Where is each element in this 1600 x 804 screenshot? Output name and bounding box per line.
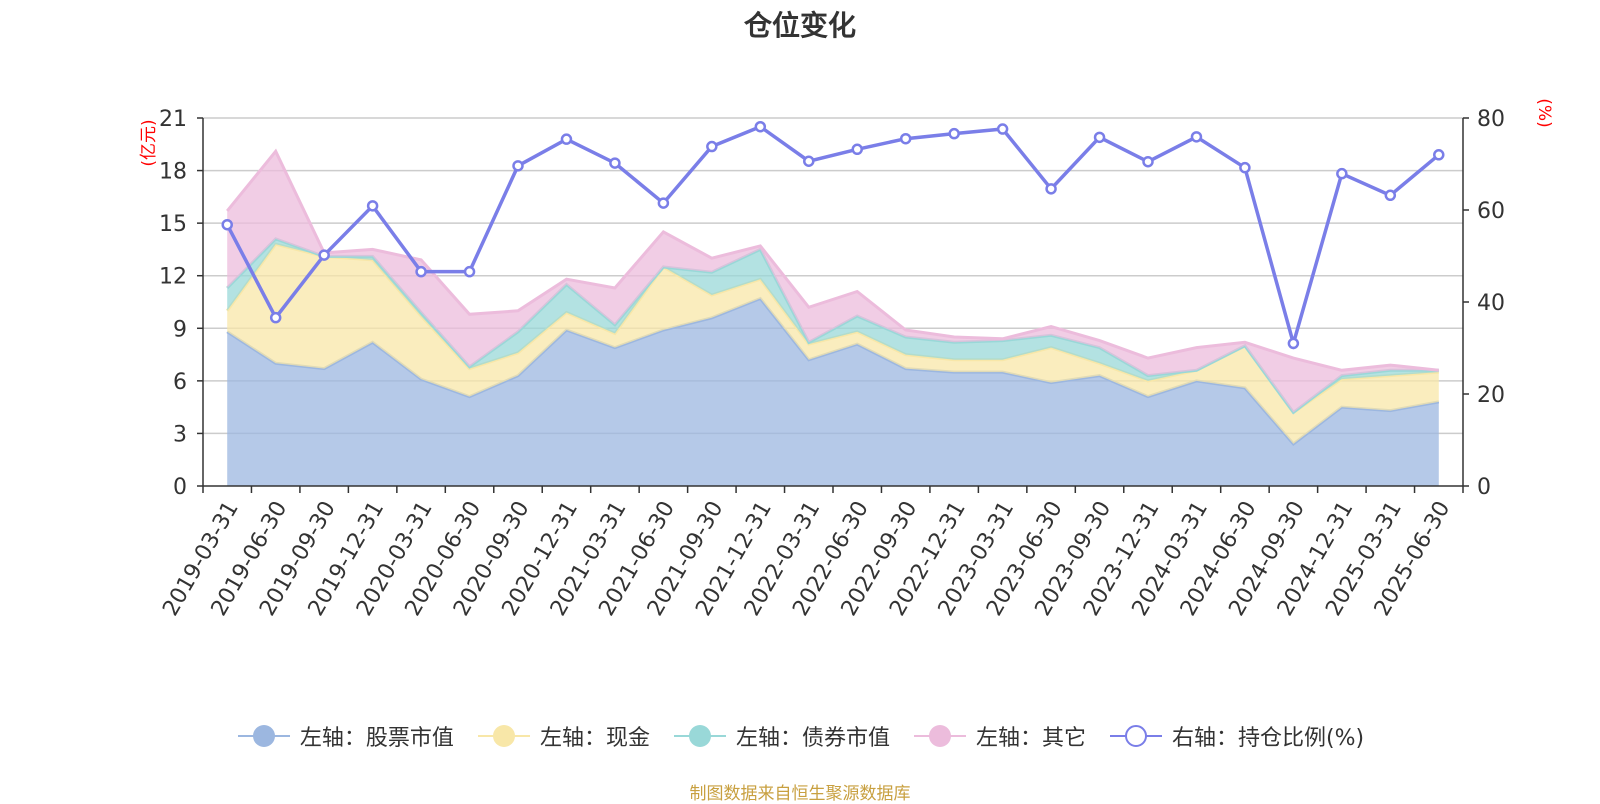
legend-item-ratio[interactable]: 右轴：持仓比例(%) (1108, 720, 1364, 752)
legend-ring-icon-ratio (1109, 725, 1162, 747)
ratio-point (657, 197, 670, 209)
ratio-point (1190, 131, 1203, 143)
legend-label-bond: 左轴：债券市值 (735, 726, 890, 751)
ratio-point (269, 311, 282, 324)
ratio-point (899, 132, 912, 145)
legend-circle-icon-stock (237, 725, 290, 747)
ratio-point (803, 155, 815, 167)
legend-circle-icon-other (913, 725, 966, 747)
ratio-point (512, 160, 524, 172)
legend-label-stock: 左轴：股票市值 (299, 726, 454, 751)
left-tick-label: 0 (173, 475, 187, 500)
area-series-0 (227, 298, 1439, 486)
ratio-point (1433, 149, 1445, 161)
ratio-point (996, 123, 1009, 135)
left-tick-label: 9 (173, 317, 187, 342)
ratio-point (1239, 161, 1251, 174)
area-series-3 (227, 151, 1439, 413)
left-tick-label: 3 (173, 422, 187, 447)
left-tick-label: 6 (173, 370, 187, 395)
legend-item-bond[interactable]: 左轴：债券市值 (672, 720, 890, 752)
ratio-point (754, 120, 767, 133)
right-tick-label: 0 (1477, 475, 1491, 500)
area-series-1 (227, 244, 1439, 444)
ratio-point (366, 200, 379, 212)
legend-label-other: 左轴：其它 (975, 726, 1086, 751)
ratio-point (609, 157, 621, 169)
ratio-point (1384, 189, 1397, 202)
ratio-point (560, 133, 573, 145)
left-unit-label: (亿元) (139, 119, 159, 166)
legend-item-stock[interactable]: 左轴：股票市值 (236, 720, 454, 752)
right-unit-label: (%) (1534, 98, 1554, 127)
left-tick-label: 21 (159, 107, 187, 132)
left-tick-label: 18 (159, 160, 187, 185)
legend-item-other[interactable]: 左轴：其它 (912, 720, 1086, 752)
ratio-point (221, 218, 233, 231)
legend-circle-icon-cash (477, 725, 530, 747)
ratio-point (1287, 337, 1300, 350)
legend-label-cash: 左轴：现金 (539, 726, 650, 751)
ratio-point (415, 265, 427, 278)
ratio-point (318, 249, 330, 261)
area-line-series-3 (226, 148, 1439, 372)
chart-title: 仓位变化 (743, 9, 856, 42)
ratio-point (1336, 167, 1348, 180)
legend-circle-icon-bond (673, 725, 726, 747)
ratio-point (1093, 131, 1106, 144)
right-tick-label: 20 (1477, 383, 1505, 408)
legend-label-ratio: 右轴：持仓比例(%) (1171, 726, 1365, 751)
ratio-point (463, 265, 476, 278)
right-tick-label: 60 (1477, 199, 1505, 224)
ratio-line (225, 124, 1440, 350)
legend: 左轴：股票市值 左轴：现金 左轴：债券市值 左轴：其它 右轴：持仓比例(%) (0, 720, 1600, 752)
right-tick-label: 40 (1477, 291, 1505, 316)
left-tick-label: 12 (159, 265, 187, 290)
legend-item-cash[interactable]: 左轴：现金 (476, 720, 650, 752)
ratio-point (948, 127, 960, 140)
ratio-point (1142, 155, 1154, 168)
ratio-point (1045, 183, 1057, 195)
source-note: 制图数据来自恒生聚源数据库 (689, 784, 911, 804)
ratio-point (706, 140, 718, 153)
left-tick-label: 15 (159, 212, 187, 237)
right-tick-label: 80 (1477, 107, 1505, 132)
ratio-point (851, 143, 863, 156)
